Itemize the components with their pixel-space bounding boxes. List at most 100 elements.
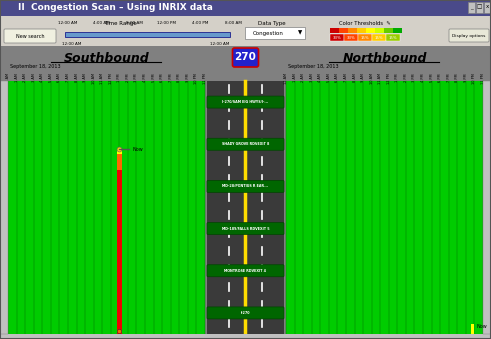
Text: 10 AM: 10 AM: [92, 73, 96, 84]
Text: 1 AM: 1 AM: [293, 73, 297, 82]
Text: Now: Now: [133, 147, 143, 152]
Bar: [245, 27, 305, 39]
Text: 9 AM: 9 AM: [361, 73, 365, 82]
Text: 8 AM: 8 AM: [75, 73, 79, 82]
Bar: [372, 34, 386, 41]
Text: 2 AM: 2 AM: [23, 73, 27, 82]
Text: 4:00 AM: 4:00 AM: [93, 21, 109, 25]
Bar: [393, 28, 402, 33]
Text: 7 AM: 7 AM: [66, 73, 70, 82]
Text: 12:00 PM: 12:00 PM: [158, 21, 176, 25]
Text: September 18, 2013: September 18, 2013: [288, 64, 339, 69]
Text: 2 PM: 2 PM: [404, 73, 408, 81]
Text: 10 PM: 10 PM: [472, 73, 476, 84]
Text: 8 AM: 8 AM: [353, 73, 356, 82]
Text: Time Range: Time Range: [104, 21, 136, 26]
Text: 270: 270: [235, 53, 256, 62]
Text: ▼: ▼: [298, 31, 302, 36]
Bar: [330, 34, 344, 41]
Text: 12 AM: 12 AM: [6, 73, 10, 84]
Text: SHADY GROVE RDVEXIT 8: SHADY GROVE RDVEXIT 8: [222, 142, 269, 146]
Text: Color Thresholds  ✎: Color Thresholds ✎: [339, 21, 391, 26]
Bar: [339, 28, 348, 33]
Text: 10 PM: 10 PM: [194, 73, 198, 84]
Bar: [117, 154, 122, 170]
Bar: [0, 0, 491, 16]
Bar: [476, 2, 483, 13]
Text: 12 AM: 12 AM: [284, 73, 288, 84]
Text: 8:00 AM: 8:00 AM: [126, 21, 142, 25]
Text: 12 PM: 12 PM: [387, 73, 391, 84]
Text: 4 PM: 4 PM: [143, 73, 147, 81]
Text: 6 PM: 6 PM: [160, 73, 164, 81]
FancyBboxPatch shape: [207, 138, 284, 150]
Bar: [366, 28, 375, 33]
FancyBboxPatch shape: [207, 265, 284, 277]
Text: 12:00 AM: 12:00 AM: [58, 21, 78, 25]
Text: Display options: Display options: [452, 34, 486, 38]
Text: MD-189/FALLS RDVEXIT 5: MD-189/FALLS RDVEXIT 5: [222, 226, 269, 231]
Bar: [384, 28, 393, 33]
Text: 4 AM: 4 AM: [318, 73, 322, 82]
Text: 1 PM: 1 PM: [117, 73, 121, 81]
Text: 9 PM: 9 PM: [186, 73, 190, 81]
Text: 1 PM: 1 PM: [395, 73, 399, 81]
Text: 4:00 PM: 4:00 PM: [192, 21, 208, 25]
Bar: [348, 28, 357, 33]
Text: 9 PM: 9 PM: [464, 73, 468, 81]
Bar: [117, 149, 122, 154]
Text: 6 AM: 6 AM: [57, 73, 61, 82]
Text: I-270: I-270: [241, 311, 250, 315]
Text: 8 PM: 8 PM: [455, 73, 459, 81]
Text: 12:00 AM: 12:00 AM: [210, 42, 230, 46]
Bar: [0, 334, 491, 339]
Text: 6 PM: 6 PM: [438, 73, 442, 81]
Bar: [8, 81, 205, 334]
Bar: [468, 2, 475, 13]
Text: 7 PM: 7 PM: [447, 73, 451, 81]
Text: 15%: 15%: [389, 36, 397, 40]
Text: Data Type: Data Type: [258, 21, 286, 26]
Text: 11 AM: 11 AM: [378, 73, 382, 84]
Text: 33%: 33%: [347, 36, 355, 40]
Text: MD-28/PONTIUS R EAR...: MD-28/PONTIUS R EAR...: [222, 184, 269, 188]
Text: 5 PM: 5 PM: [430, 73, 434, 81]
Bar: [207, 81, 284, 334]
Text: 10 AM: 10 AM: [370, 73, 374, 84]
FancyBboxPatch shape: [449, 29, 489, 42]
Bar: [0, 16, 491, 46]
FancyBboxPatch shape: [207, 96, 284, 108]
Text: Now: Now: [476, 324, 487, 330]
Bar: [358, 34, 372, 41]
Text: _: _: [470, 4, 473, 9]
Bar: [117, 170, 122, 334]
Bar: [386, 34, 400, 41]
Bar: [471, 324, 474, 334]
Text: x: x: [486, 4, 489, 9]
Bar: [65, 32, 230, 37]
Text: 2 PM: 2 PM: [126, 73, 130, 81]
Text: 3 AM: 3 AM: [32, 73, 36, 82]
FancyBboxPatch shape: [233, 48, 258, 67]
Text: 11 AM: 11 AM: [100, 73, 104, 84]
Text: 12:00 AM: 12:00 AM: [62, 42, 82, 46]
Text: 11 PM: 11 PM: [481, 73, 485, 84]
Text: 7 PM: 7 PM: [169, 73, 173, 81]
FancyBboxPatch shape: [207, 307, 284, 319]
Text: 3 PM: 3 PM: [135, 73, 138, 81]
Text: New search: New search: [16, 34, 44, 39]
Text: 8 PM: 8 PM: [177, 73, 181, 81]
Text: 33%: 33%: [332, 36, 341, 40]
FancyBboxPatch shape: [4, 29, 56, 43]
Text: 12 PM: 12 PM: [109, 73, 113, 84]
Text: 15%: 15%: [361, 36, 369, 40]
Text: Southbound: Southbound: [64, 52, 149, 65]
Bar: [286, 81, 483, 334]
Text: 15%: 15%: [375, 36, 383, 40]
Text: 3 AM: 3 AM: [310, 73, 314, 82]
Text: 9 AM: 9 AM: [83, 73, 87, 82]
Text: □: □: [477, 4, 482, 9]
Bar: [357, 28, 366, 33]
Text: 4 PM: 4 PM: [421, 73, 425, 81]
Text: 5 AM: 5 AM: [327, 73, 331, 82]
